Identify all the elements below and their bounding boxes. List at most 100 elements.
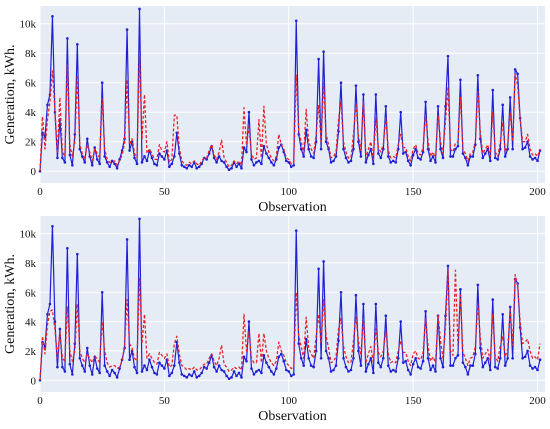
bottom-actual-point (103, 364, 106, 367)
bottom-actual-point (526, 349, 529, 353)
top-actual-point (197, 165, 201, 169)
top-actual-point (431, 155, 435, 158)
top-actual-point (61, 156, 64, 160)
bottom-actual-point (307, 356, 310, 360)
top-y-tick-label: 8k (25, 48, 37, 60)
top-actual-point (334, 155, 338, 158)
bottom-actual-point (140, 370, 144, 373)
bottom-actual-point (197, 374, 201, 378)
top-actual-point (367, 153, 370, 157)
top-actual-point (449, 155, 452, 158)
bottom-actual-point (95, 367, 99, 370)
bottom-actual-point (421, 359, 425, 363)
top-actual-point (257, 159, 261, 163)
top-actual-point (302, 155, 305, 158)
top-actual-point (503, 155, 507, 158)
bottom-actual-point (364, 370, 368, 373)
bottom-actual-point (267, 365, 271, 369)
top-actual-point (168, 165, 171, 169)
bottom-actual-point (250, 367, 253, 370)
bottom-actual-point (404, 359, 407, 363)
top-actual-point (493, 156, 497, 160)
top-actual-point (501, 103, 505, 107)
bottom-actual-point (262, 354, 266, 357)
bottom-actual-point (247, 320, 251, 323)
bottom-actual-point (275, 367, 278, 370)
top-actual-point (294, 19, 298, 23)
bottom-actual-point (113, 371, 116, 375)
bottom-actual-point (414, 356, 417, 360)
top-actual-point (85, 137, 89, 141)
bottom-actual-point (202, 365, 206, 369)
top-actual-point (118, 158, 121, 161)
top-actual-point (284, 159, 288, 163)
bottom-actual-point (493, 365, 497, 369)
top-x-tick-label: 50 (159, 186, 171, 198)
top-actual-point (80, 155, 84, 158)
bottom-actual-point (200, 371, 203, 375)
bottom-actual-point (185, 376, 189, 379)
top-actual-point (476, 74, 480, 77)
bottom-y-tick-label: 2k (25, 346, 37, 358)
top-actual-point (262, 144, 266, 148)
bottom-actual-point (71, 373, 74, 376)
bottom-actual-point (90, 373, 94, 376)
bottom-actual-point (299, 356, 303, 360)
top-actual-point (362, 93, 365, 96)
bottom-actual-point (319, 356, 323, 360)
bottom-x-tick-label: 0 (37, 395, 43, 407)
top-actual-point (63, 161, 67, 164)
bottom-panel: 0 2k 4k 6k 8k 10k 0 50 100 150 200 Observation Gener… (3, 216, 546, 424)
bottom-actual-point (406, 368, 410, 372)
top-actual-point (100, 81, 104, 84)
bottom-actual-point (459, 288, 462, 291)
bottom-x-tick-label: 50 (159, 395, 171, 407)
bottom-actual-point (282, 359, 286, 363)
bottom-actual-point (531, 367, 534, 370)
bottom-actual-point (222, 370, 226, 373)
top-actual-point (260, 162, 263, 166)
top-actual-point (292, 164, 296, 167)
top-actual-point (270, 161, 273, 164)
bottom-actual-point (68, 362, 72, 366)
top-actual-point (354, 84, 358, 87)
top-actual-point (508, 96, 512, 99)
bottom-actual-point (536, 368, 539, 372)
top-actual-point (252, 164, 256, 167)
top-actual-point (419, 158, 422, 161)
bottom-actual-point (230, 376, 233, 379)
bottom-actual-point (190, 374, 194, 378)
bottom-actual-point (46, 312, 49, 316)
top-actual-point (66, 37, 69, 40)
bottom-actual-point (270, 370, 273, 373)
top-actual-point (138, 7, 141, 11)
bottom-actual-point (187, 373, 191, 376)
bottom-actual-point (352, 356, 355, 360)
top-x-axis-label: Observation (258, 200, 326, 215)
bottom-actual-point (382, 356, 385, 360)
bottom-actual-point (289, 374, 293, 378)
top-actual-point (242, 146, 246, 149)
bottom-actual-point (292, 373, 296, 376)
bottom-actual-point (115, 376, 119, 379)
top-actual-point (429, 159, 432, 163)
top-x-tick-label: 0 (37, 186, 43, 198)
bottom-actual-point (302, 364, 305, 367)
bottom-actual-point (332, 368, 335, 372)
top-actual-point (523, 146, 527, 149)
top-actual-point (255, 161, 258, 164)
bottom-actual-point (182, 374, 186, 378)
bottom-actual-point (66, 246, 69, 250)
top-actual-point (389, 161, 393, 164)
top-actual-point (267, 156, 271, 160)
top-actual-point (491, 88, 495, 92)
top-actual-point (401, 152, 405, 155)
bottom-actual-point (367, 362, 370, 366)
bottom-actual-point (466, 373, 470, 376)
bottom-y-tick-label: 6k (25, 287, 37, 299)
top-actual-point (424, 100, 427, 104)
bottom-actual-point (396, 356, 400, 360)
top-actual-point (153, 162, 156, 166)
bottom-actual-point (312, 365, 315, 369)
